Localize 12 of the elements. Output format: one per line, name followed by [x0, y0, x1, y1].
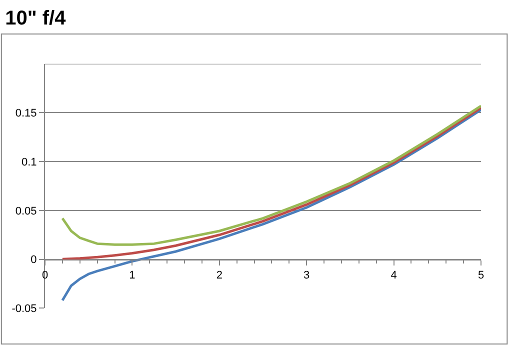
x-tick-label: 1: [129, 270, 136, 282]
y-tick-label: 0.1: [22, 156, 37, 168]
x-tick-label: 3: [304, 270, 310, 282]
y-tick-label: 0: [30, 254, 37, 266]
x-tick-label: 5: [478, 270, 484, 282]
x-tick-label: 0: [42, 270, 48, 282]
x-tick-label: 4: [390, 270, 397, 282]
y-tick-label: 0.15: [15, 108, 37, 120]
y-tick-label: 0.05: [15, 205, 37, 218]
x-tick-label: 2: [216, 270, 222, 282]
chart-title: 10" f/4: [5, 8, 67, 30]
y-tick-label: -0.05: [12, 303, 37, 316]
